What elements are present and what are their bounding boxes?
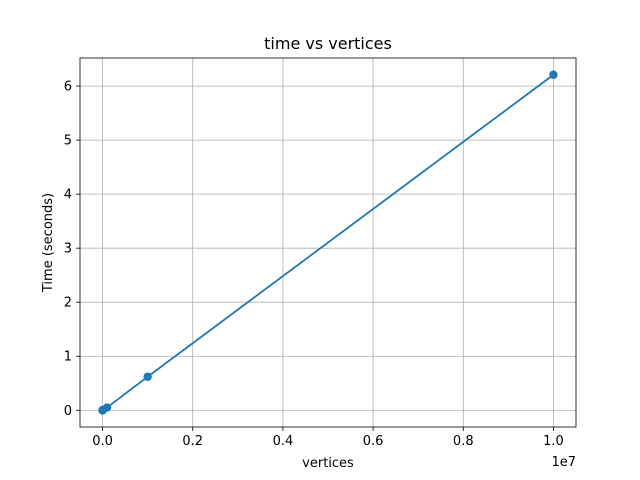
- data-point: [102, 403, 112, 412]
- x-axis-offset-label: 1e7: [551, 455, 576, 470]
- data-point: [549, 70, 558, 79]
- axes-frame: [79, 57, 577, 428]
- x-tick-label: 0.6: [363, 434, 384, 449]
- x-tick-label: 0.8: [453, 434, 474, 449]
- x-tick-label: 0.0: [92, 434, 113, 449]
- y-tick-label: 6: [64, 80, 72, 95]
- x-axis-label: vertices: [302, 456, 354, 471]
- ticks: 0.0 0.2 0.4 0.6 0.8 1.0 0 1 2 3 4 5 6: [64, 80, 564, 449]
- grid: [80, 58, 576, 427]
- y-tick-label: 5: [64, 134, 72, 149]
- x-tick-label: 0.4: [273, 434, 294, 449]
- data-point: [143, 372, 152, 381]
- y-tick-label: 1: [64, 350, 72, 365]
- x-tick-label: 1.0: [543, 434, 564, 449]
- y-axis-label: Time (seconds): [41, 193, 56, 293]
- series-layer: [98, 70, 558, 415]
- y-tick-label: 4: [64, 188, 72, 203]
- x-tick-label: 0.2: [182, 434, 203, 449]
- chart-title: time vs vertices: [264, 34, 392, 53]
- y-tick-label: 2: [64, 296, 72, 311]
- y-tick-label: 3: [64, 242, 72, 257]
- y-tick-label: 0: [64, 404, 72, 419]
